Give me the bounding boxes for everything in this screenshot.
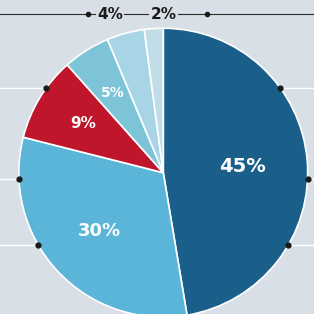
Text: 2%: 2% [150,7,176,22]
Text: 45%: 45% [219,157,266,176]
Wedge shape [67,40,163,173]
Text: 30%: 30% [78,222,121,241]
Wedge shape [19,137,187,314]
Text: 4%: 4% [97,7,123,22]
Text: 9%: 9% [70,116,96,132]
Wedge shape [163,28,308,314]
Wedge shape [144,28,163,173]
Wedge shape [107,30,163,173]
Wedge shape [23,65,163,173]
Text: 5%: 5% [101,86,125,100]
